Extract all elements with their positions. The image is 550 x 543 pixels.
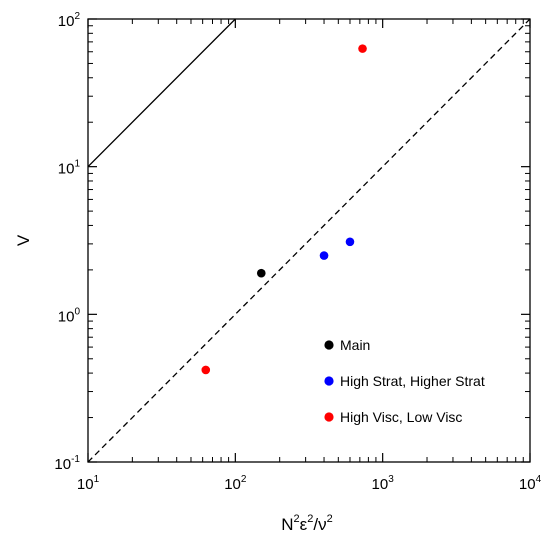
data-point xyxy=(345,237,355,247)
legend-marker xyxy=(324,376,334,386)
legend-label: High Visc, Low Visc xyxy=(340,409,462,425)
plot-frame xyxy=(87,18,531,463)
reference-lines xyxy=(88,19,530,462)
legend-marker xyxy=(324,412,334,422)
data-point xyxy=(256,268,266,278)
y-tick-label: 10-1 xyxy=(54,454,80,473)
data-point xyxy=(319,251,329,260)
data-point xyxy=(201,365,211,375)
legend: Main High Strat, Higher Strat High Visc, L… xyxy=(324,337,485,425)
y-tick-label: 102 xyxy=(58,11,81,30)
x-axis-label: N2ε2/ν2 xyxy=(281,513,332,534)
y-axis-label: V xyxy=(14,234,33,246)
x-tick-label: 101 xyxy=(77,474,100,493)
y-tick-label: 100 xyxy=(58,306,81,325)
axis-ticks xyxy=(87,18,531,463)
y-tick-label: 101 xyxy=(58,159,81,178)
legend-label: High Strat, Higher Strat xyxy=(340,373,485,389)
legend-label: Main xyxy=(340,337,370,353)
tick-labels: 101 102 103 104 10-1 100 101 102 xyxy=(54,11,541,493)
data-point xyxy=(358,44,367,53)
x-tick-label: 102 xyxy=(224,474,247,493)
legend-marker xyxy=(324,340,334,350)
x-tick-label: 104 xyxy=(519,474,542,493)
reference-line-dashed xyxy=(88,19,530,462)
x-tick-label: 103 xyxy=(372,474,395,493)
data-points xyxy=(201,44,367,375)
reference-line-solid xyxy=(88,19,236,168)
